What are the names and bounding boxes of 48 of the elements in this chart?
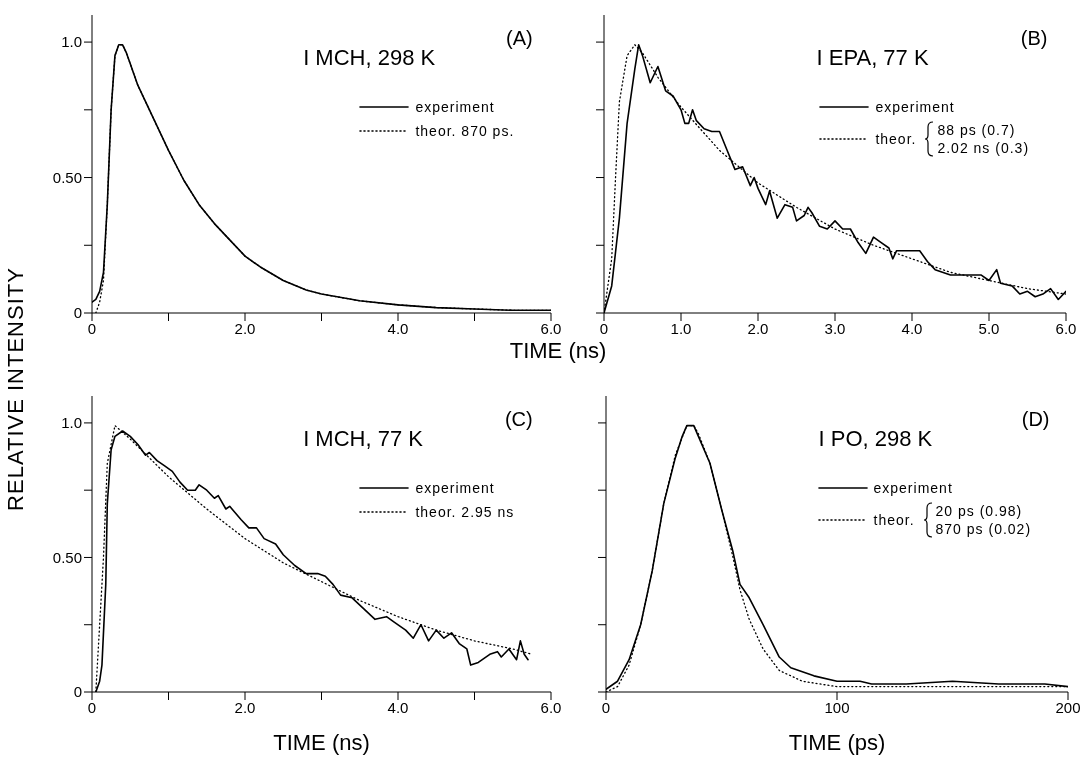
x-tick-label: 2.0 — [234, 319, 256, 337]
text: I MCH, 77 K — [303, 425, 423, 452]
legend-label: theor. — [873, 511, 915, 528]
y-tick-label: 0.50 — [52, 168, 82, 186]
x-tick-label: 4.0 — [387, 698, 409, 716]
x-tick-label: 0 — [87, 319, 97, 337]
x-tick-label: 5.0 — [978, 319, 1000, 337]
x-tick-label: 0 — [87, 698, 97, 716]
text: I PO, 298 K — [818, 425, 933, 452]
x-tick-label: 2.0 — [234, 698, 256, 716]
x-tick-label: 1.0 — [670, 319, 692, 337]
annotation: (C) — [504, 407, 533, 431]
x-tick-label: 200 — [1055, 698, 1081, 716]
y-axis-title: RELATIVE INTENSITY — [3, 266, 29, 513]
legend-label: experiment — [415, 99, 495, 116]
annotation: (B) — [1020, 26, 1048, 50]
y-tick-label: 1.0 — [61, 33, 82, 51]
legend-label: experiment — [875, 99, 955, 116]
annotation: (D) — [1021, 407, 1050, 431]
legend-label: theor. 870 ps. — [415, 123, 515, 140]
x-tick-label: 0 — [601, 698, 611, 716]
y-tick-label: 0.50 — [52, 548, 82, 566]
annotation: (A) — [505, 26, 533, 50]
x-axis-title: TIME (ns) — [273, 730, 370, 755]
x-tick-label: 100 — [824, 698, 850, 716]
x-axis-title: TIME (ns) — [508, 338, 608, 364]
annotation: 870 ps (0.02) — [935, 519, 1032, 538]
x-tick-label: 6.0 — [540, 698, 562, 716]
legend-label: theor. 2.95 ns — [415, 503, 515, 520]
x-tick-label: 4.0 — [387, 319, 409, 337]
text: I MCH, 298 K — [303, 44, 436, 71]
x-tick-label: 3.0 — [824, 319, 846, 337]
text: I EPA, 77 K — [816, 44, 929, 71]
annotation: 2.02 ns (0.3) — [937, 139, 1030, 158]
x-tick-label: 6.0 — [540, 319, 562, 337]
x-tick-label: 4.0 — [901, 319, 923, 337]
annotation: 20 ps (0.98) — [935, 501, 1024, 520]
x-tick-label: 6.0 — [1055, 319, 1077, 337]
x-tick-label: 2.0 — [747, 319, 769, 337]
y-tick-label: 0 — [73, 304, 82, 322]
x-axis-title: TIME (ps) — [788, 730, 886, 755]
legend-label: experiment — [415, 479, 495, 496]
x-tick-label: 0 — [599, 319, 609, 337]
y-tick-label: 0 — [73, 683, 82, 701]
legend-label: theor. — [875, 131, 917, 148]
y-tick-label: 1.0 — [61, 414, 82, 432]
legend-label: experiment — [873, 479, 953, 496]
annotation: 88 ps (0.7) — [937, 121, 1017, 140]
